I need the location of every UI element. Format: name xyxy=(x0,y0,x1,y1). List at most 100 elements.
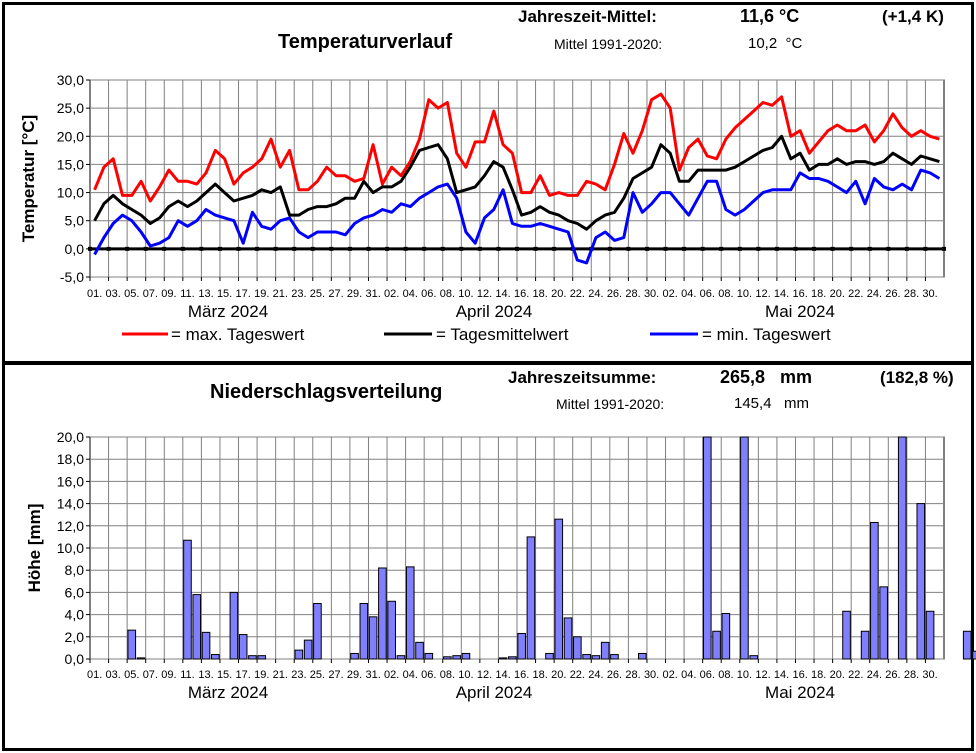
y-tick-label: 0,0 xyxy=(65,651,85,667)
zero-line-marker xyxy=(236,246,241,251)
y-tick-label: 4,0 xyxy=(65,607,85,623)
x-tick-label: 10. xyxy=(458,288,473,300)
precipitation-bar xyxy=(127,629,137,660)
zero-line-marker xyxy=(719,246,724,251)
x-tick-label: 26. xyxy=(607,288,622,300)
zero-line-marker xyxy=(886,246,891,251)
x-tick-label: 14. xyxy=(774,669,789,681)
season-sum-percent: (182,8 %) xyxy=(880,368,954,387)
x-tick-label: 16. xyxy=(792,669,807,681)
x-tick-label: 20. xyxy=(551,669,566,681)
x-tick-label: 16. xyxy=(792,288,807,300)
y-tick-label: 6,0 xyxy=(65,584,85,600)
x-tick-label: 01. xyxy=(87,669,102,681)
x-tick-label: 06. xyxy=(421,288,436,300)
precipitation-bar xyxy=(183,539,192,660)
x-tick-label: 02. xyxy=(384,669,399,681)
precipitation-bar xyxy=(211,654,220,660)
precipitation-bar xyxy=(313,603,322,660)
x-tick-label: 21. xyxy=(273,669,288,681)
x-tick-label: 10. xyxy=(737,288,752,300)
precipitation-bar xyxy=(415,641,424,660)
precipitation-bar xyxy=(897,436,907,660)
zero-line-marker xyxy=(942,246,946,251)
x-tick-label: 19. xyxy=(254,669,269,681)
precipitation-bar xyxy=(870,521,879,660)
precipitation-ref-label: Mittel 1991-2020: xyxy=(556,396,665,412)
x-tick-label: 31. xyxy=(365,288,380,300)
x-tick-label: 26. xyxy=(607,669,622,681)
precipitation-bar xyxy=(248,655,257,660)
precipitation-bar xyxy=(498,657,508,660)
x-tick-label: 13. xyxy=(198,669,213,681)
x-tick-label: 06. xyxy=(700,288,715,300)
x-tick-label: 08. xyxy=(718,288,733,300)
x-tick-label: 12. xyxy=(755,288,770,300)
x-tick-label: 14. xyxy=(774,288,789,300)
zero-line-marker xyxy=(125,246,130,251)
precipitation-bar xyxy=(378,567,387,660)
x-tick-label: 26. xyxy=(885,669,900,681)
month-label: April 2024 xyxy=(456,683,533,702)
zero-line-marker xyxy=(552,246,557,251)
x-tick-label: 04. xyxy=(681,669,696,681)
x-tick-label: 13. xyxy=(198,288,213,300)
zero-line-marker xyxy=(143,246,148,251)
month-label: April 2024 xyxy=(456,302,533,321)
precipitation-bar xyxy=(229,591,239,660)
x-tick-label: 04. xyxy=(403,288,418,300)
zero-line-marker xyxy=(737,246,742,251)
zero-line-marker xyxy=(756,246,761,251)
precipitation-bar xyxy=(257,655,267,660)
precipitation-bar xyxy=(396,655,406,660)
zero-line-marker xyxy=(663,246,668,251)
x-tick-label: 22. xyxy=(848,669,863,681)
zero-line-marker xyxy=(477,246,482,251)
zero-line-marker xyxy=(440,246,445,251)
precipitation-bar xyxy=(582,654,591,660)
zero-line-marker xyxy=(88,246,92,251)
precipitation-bar xyxy=(879,586,888,660)
max-series-line xyxy=(93,92,940,203)
zero-line-marker xyxy=(162,246,167,251)
x-tick-label: 16. xyxy=(514,669,529,681)
x-tick-label: 09. xyxy=(161,288,176,300)
x-tick-label: 07. xyxy=(143,288,158,300)
x-tick-label: 15. xyxy=(217,669,232,681)
x-tick-label: 10. xyxy=(458,669,473,681)
zero-line-marker xyxy=(385,246,390,251)
precipitation-title: Niederschlagsverteilung xyxy=(210,381,443,403)
precipitation-bar xyxy=(916,503,926,660)
month-label: März 2024 xyxy=(188,302,268,321)
precipitation-bar xyxy=(721,612,731,660)
zero-line-marker xyxy=(422,246,427,251)
precipitation-bar xyxy=(925,610,935,660)
season-sum-label: Jahreszeitsumme: xyxy=(508,368,657,387)
x-tick-label: 09. xyxy=(161,669,176,681)
x-tick-label: 24. xyxy=(867,669,882,681)
y-tick-label: 18,0 xyxy=(57,451,84,467)
precipitation-bar xyxy=(591,655,601,660)
min-series-line xyxy=(93,168,941,265)
x-tick-label: 23. xyxy=(291,669,306,681)
zero-line-marker xyxy=(310,246,315,251)
x-tick-label: 31. xyxy=(365,669,380,681)
x-tick-label: 27. xyxy=(328,288,343,300)
precipitation-bar xyxy=(350,652,359,660)
y-tick-label: 2,0 xyxy=(65,629,85,645)
x-tick-label: 29. xyxy=(347,288,362,300)
precipitation-bar xyxy=(526,536,536,660)
zero-line-marker xyxy=(515,246,519,251)
x-tick-label: 14. xyxy=(495,288,510,300)
x-tick-label: 02. xyxy=(663,669,678,681)
precipitation-bar xyxy=(554,518,564,660)
season-mean-value: 11,6 °C xyxy=(740,6,800,26)
precipitation-bar xyxy=(860,630,870,660)
x-tick-label: 11. xyxy=(180,669,194,681)
x-tick-label: 18. xyxy=(811,669,826,681)
x-tick-label: 22. xyxy=(570,288,585,300)
x-tick-label: 08. xyxy=(440,669,455,681)
precipitation-bar xyxy=(359,603,369,660)
month-label: Mai 2024 xyxy=(765,302,835,321)
